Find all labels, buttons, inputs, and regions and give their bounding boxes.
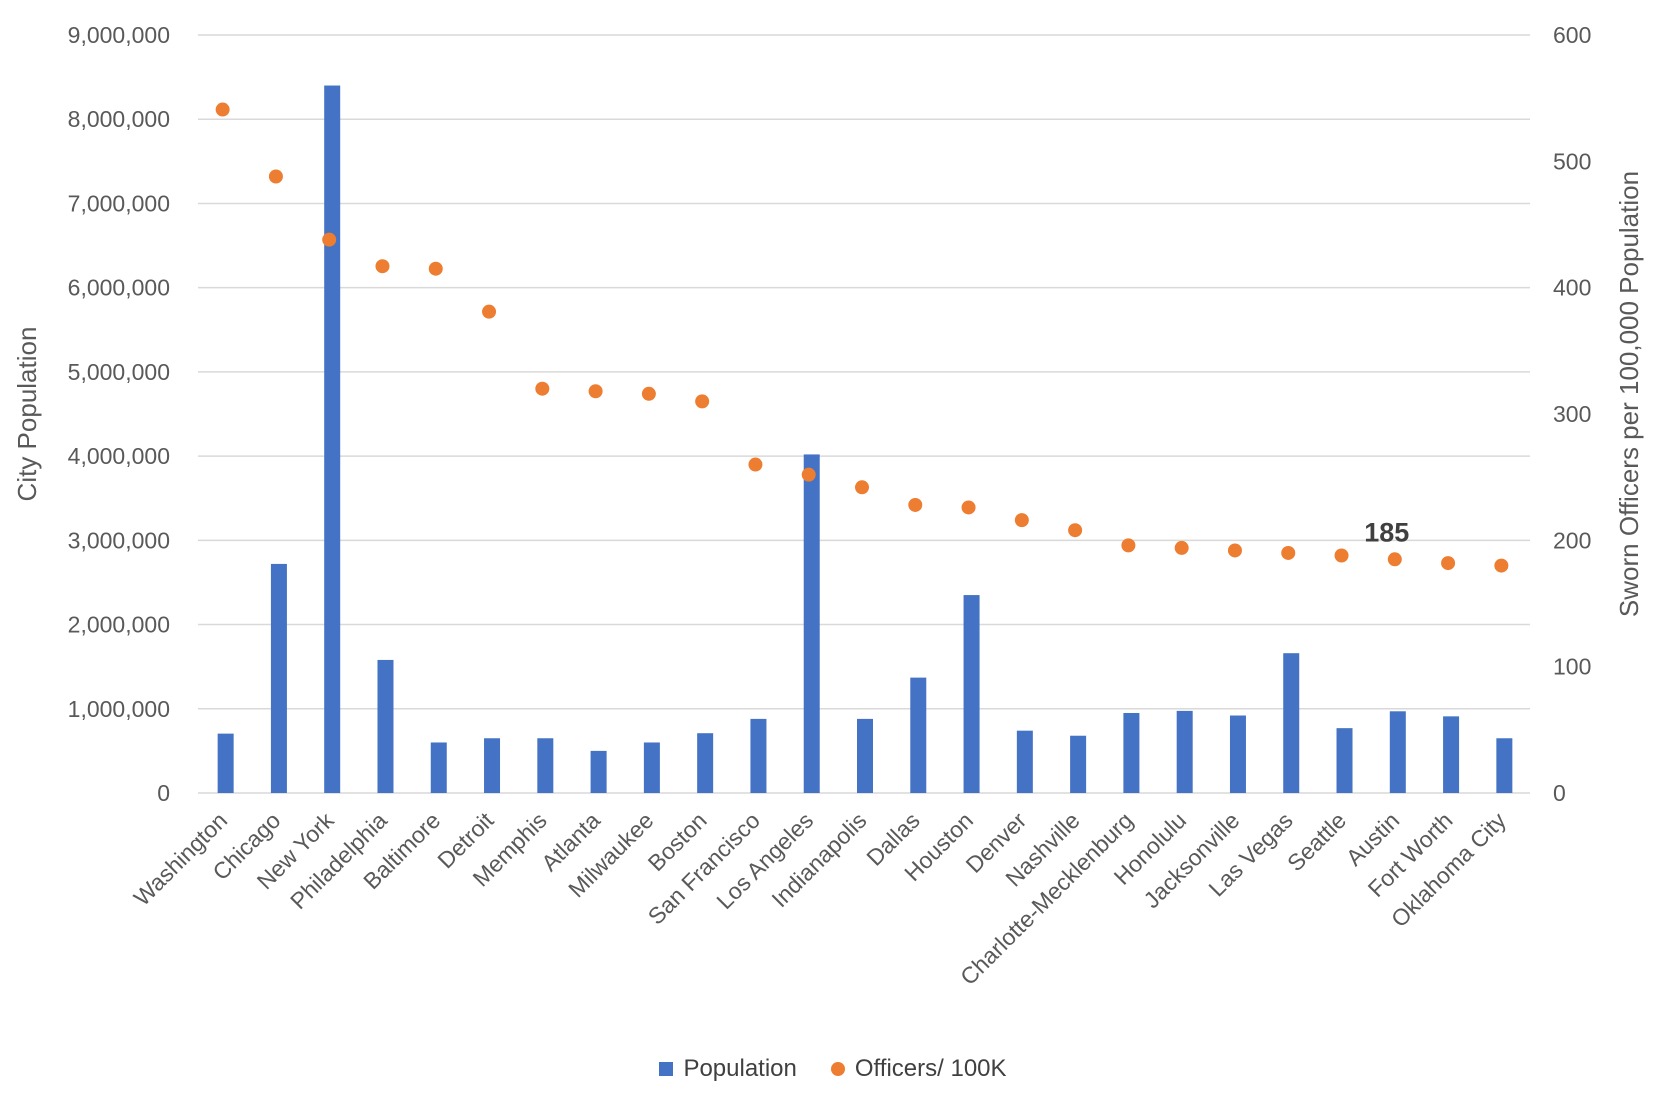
left-tick-label: 4,000,000 <box>68 443 170 469</box>
bar-population <box>217 733 234 793</box>
legend-item-officers: Officers/ 100K <box>830 1055 1007 1083</box>
bar-population <box>803 454 820 793</box>
legend-swatch-officers <box>830 1062 845 1076</box>
right-tick-label: 200 <box>1553 527 1591 553</box>
left-axis-title: City Population <box>12 327 42 502</box>
point-officers <box>535 381 550 396</box>
point-officers <box>588 384 603 399</box>
point-officers <box>1281 545 1296 560</box>
point-officers <box>1174 540 1189 555</box>
right-tick-label: 600 <box>1553 22 1591 48</box>
legend-label-officers: Officers/ 100K <box>854 1055 1007 1082</box>
point-officers <box>428 261 443 276</box>
bar-population <box>1229 715 1246 793</box>
category-label: Seattle <box>1282 807 1351 876</box>
bar-population <box>1016 730 1033 793</box>
left-tick-label: 1,000,000 <box>68 696 170 722</box>
point-officers <box>695 394 710 409</box>
bar-population <box>1070 735 1087 793</box>
bar-population <box>590 750 607 793</box>
right-tick-label: 0 <box>1553 780 1566 806</box>
point-officers <box>641 386 656 401</box>
right-tick-label: 400 <box>1553 275 1591 301</box>
data-label-annotation: 185 <box>1364 517 1409 547</box>
point-officers <box>748 457 763 472</box>
point-officers <box>1227 543 1242 558</box>
left-tick-label: 6,000,000 <box>68 275 170 301</box>
point-officers <box>1068 523 1083 538</box>
bar-population <box>857 718 873 793</box>
left-tick-label: 5,000,000 <box>68 359 170 385</box>
bar-population <box>270 563 287 793</box>
bar-population <box>1389 711 1406 793</box>
bar-population <box>1176 710 1193 793</box>
point-officers <box>961 500 976 515</box>
bar-population <box>963 595 980 793</box>
right-tick-label: 300 <box>1553 401 1591 427</box>
point-officers <box>908 497 923 512</box>
point-officers <box>1121 538 1136 553</box>
bar-population <box>377 659 394 793</box>
bar-population <box>1123 712 1140 793</box>
left-tick-label: 8,000,000 <box>68 106 170 132</box>
legend-swatch-population <box>659 1062 674 1076</box>
right-tick-label: 100 <box>1553 654 1591 680</box>
point-officers <box>482 304 497 319</box>
point-officers <box>268 169 283 184</box>
point-officers <box>215 102 230 117</box>
bar-population <box>324 85 341 794</box>
bar-population <box>1443 716 1460 793</box>
bar-population <box>484 738 501 793</box>
legend-label-population: Population <box>683 1055 797 1082</box>
point-officers <box>1494 558 1509 573</box>
left-tick-label: 3,000,000 <box>68 527 170 553</box>
bar-population <box>697 733 714 793</box>
point-officers <box>1387 552 1402 567</box>
point-officers <box>1014 513 1029 528</box>
bar-population <box>1496 738 1513 793</box>
bar-population <box>910 677 927 793</box>
legend: Population Officers/ 100K <box>0 1055 1666 1083</box>
bar-population <box>1283 653 1300 793</box>
right-tick-label: 500 <box>1553 148 1591 174</box>
point-officers <box>322 232 337 247</box>
point-officers <box>1441 556 1456 571</box>
bar-population <box>537 738 554 793</box>
left-tick-label: 0 <box>157 780 170 806</box>
legend-item-population: Population <box>659 1055 797 1083</box>
bar-population <box>430 742 447 793</box>
left-tick-label: 7,000,000 <box>68 190 170 216</box>
right-axis-title: Sworn Officers per 100,000 Population <box>1614 171 1644 617</box>
bar-population <box>750 718 767 793</box>
combo-chart: 0 1,000,000 2,000,000 3,000,000 4,000,000 5,0… <box>12 22 1644 990</box>
point-officers <box>1334 548 1349 563</box>
point-officers <box>375 259 390 274</box>
point-officers <box>801 467 816 482</box>
point-officers <box>855 480 869 495</box>
left-tick-label: 9,000,000 <box>68 22 170 48</box>
left-tick-label: 2,000,000 <box>68 612 170 638</box>
bar-population <box>1336 728 1353 793</box>
bar-population <box>643 742 660 793</box>
